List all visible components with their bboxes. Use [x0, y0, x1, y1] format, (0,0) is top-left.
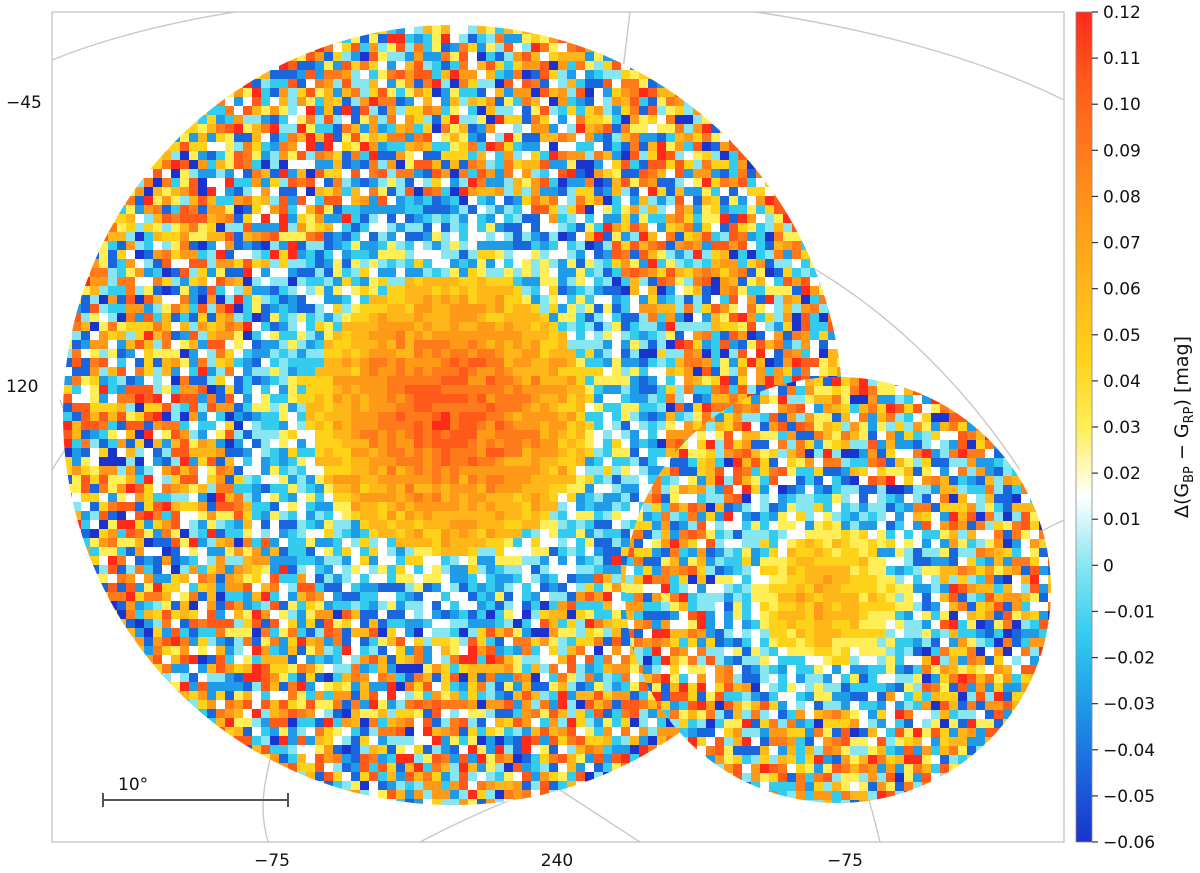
grid-line [559, 789, 641, 842]
grid-line [262, 759, 271, 842]
scale-bar-label: 10° [118, 775, 148, 795]
colorbar-tick-label: 0.06 [1103, 280, 1141, 300]
y-tick-label: 120 [6, 377, 38, 397]
colorbar-tick-label: 0.09 [1103, 141, 1141, 161]
colorbar-tick-label: −0.03 [1103, 695, 1155, 715]
x-tick-label: 240 [541, 851, 573, 871]
y-axis-ticks: −45 120 [6, 93, 42, 397]
map-field [625, 377, 1051, 803]
colorbar-tick-label: 0.04 [1103, 372, 1141, 392]
colorbar-tick-label: −0.04 [1103, 741, 1155, 761]
scale-bar: 10° [102, 775, 289, 807]
x-tick-label: −75 [827, 851, 863, 871]
colorbar-tick-label: 0.12 [1103, 3, 1141, 23]
colorbar-tick-label: 0.03 [1103, 418, 1141, 438]
colorbar-tick-label: 0.05 [1103, 326, 1141, 346]
plot-area [52, 12, 1064, 842]
colorbar-tick-label: 0.02 [1103, 464, 1141, 484]
colorbar-tick-label: 0.08 [1103, 187, 1141, 207]
colorbar-tick-label: 0 [1103, 556, 1114, 576]
colorbar-tick-label: −0.01 [1103, 602, 1155, 622]
colorbar-gradient-bar [1075, 11, 1093, 843]
colorbar-tick-label: −0.05 [1103, 787, 1155, 807]
colorbar-label: Δ(GBP − GRP) [mag] [1171, 336, 1197, 518]
y-tick-label: −45 [6, 93, 42, 113]
colorbar-ticks: −0.06 −0.05 −0.04 −0.03 −0.02 −0.01 0 0.01 0.02 0… [1092, 3, 1155, 853]
grid-line [52, 12, 1064, 101]
colorbar-tick-label: 0.07 [1103, 234, 1141, 254]
colorbar-tick-label: −0.06 [1103, 833, 1155, 853]
colorbar-tick-label: 0.11 [1103, 49, 1141, 69]
grid-line [779, 249, 1021, 471]
colorbar-tick-label: −0.02 [1103, 649, 1155, 669]
plot-frame [51, 11, 1065, 843]
x-axis-ticks: −75 240 −75 [254, 851, 863, 871]
colorbar-tick-label: 0.10 [1103, 95, 1141, 115]
colorbar: −0.06 −0.05 −0.04 −0.03 −0.02 −0.01 0 0.01 0.02 0… [1075, 3, 1197, 853]
x-tick-label: −75 [254, 851, 290, 871]
colorbar-tick-label: 0.01 [1103, 510, 1141, 530]
